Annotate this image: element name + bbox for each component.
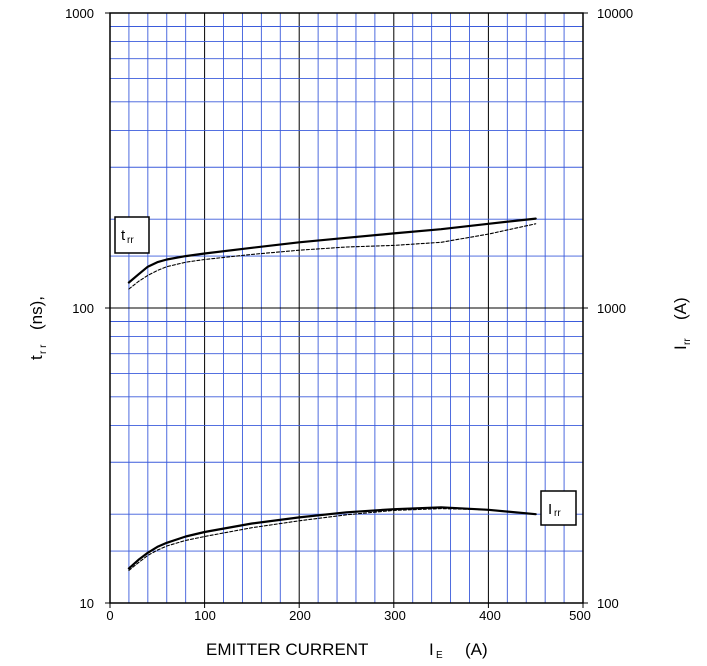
trr-annotation-box (114, 216, 150, 254)
y-left-tick-labels: 10 100 1000 (65, 6, 94, 611)
grid (109, 13, 584, 604)
x-tick-labels: 0 100 200 300 400 500 (106, 608, 590, 623)
x-axis-title-unit: (A) (465, 640, 488, 659)
y-left-title-subscript: r r (38, 344, 49, 354)
irr-series-dashed (128, 508, 537, 571)
y-left-tick-label: 100 (72, 301, 94, 316)
irr-series-solid (127, 506, 537, 570)
x-axis-title-symbol: I (429, 640, 434, 659)
y-left-title-symbol: t (27, 355, 46, 360)
y-right-axis-title: I rr (A) (671, 297, 693, 350)
irr-annotation-main: I (548, 501, 552, 518)
y-right-tick-label: 100 (597, 596, 619, 611)
y-right-tick-labels: 100 1000 10000 (597, 6, 633, 611)
y-right-tick-label: 1000 (597, 301, 626, 316)
y-right-title-symbol: I (671, 345, 690, 350)
x-tick-label: 100 (194, 608, 216, 623)
irr-annotation: I rr (540, 490, 577, 526)
x-tick-label: 0 (106, 608, 113, 623)
y-right-tick-label: 10000 (597, 6, 633, 21)
y-left-tick-label: 1000 (65, 6, 94, 21)
y-left-title-unit: (ns), (27, 296, 46, 330)
irr-annotation-sub: rr (554, 508, 561, 519)
trr-annotation-main: t (121, 227, 126, 244)
x-tick-label: 400 (479, 608, 501, 623)
trr-annotation-sub: rr (127, 235, 134, 246)
x-axis-title-main: EMITTER CURRENT (206, 640, 368, 659)
plot-frame (105, 12, 588, 608)
y-left-tick-label: 10 (80, 596, 94, 611)
y-right-title-unit: (A) (671, 297, 690, 320)
x-tick-label: 500 (569, 608, 591, 623)
y-right-title-subscript: rr (682, 338, 693, 345)
y-left-axis-title: t r r (ns), (27, 296, 49, 360)
x-tick-label: 300 (384, 608, 406, 623)
x-axis-title: EMITTER CURRENT I E (A) (206, 640, 488, 661)
x-axis-title-subscript: E (436, 650, 443, 661)
trr-annotation: t rr (114, 216, 150, 254)
trr-series-solid (127, 217, 537, 284)
x-tick-label: 200 (289, 608, 311, 623)
trr-series-dashed (128, 223, 537, 290)
series-group (127, 217, 537, 571)
irr-annotation-box (540, 490, 577, 526)
